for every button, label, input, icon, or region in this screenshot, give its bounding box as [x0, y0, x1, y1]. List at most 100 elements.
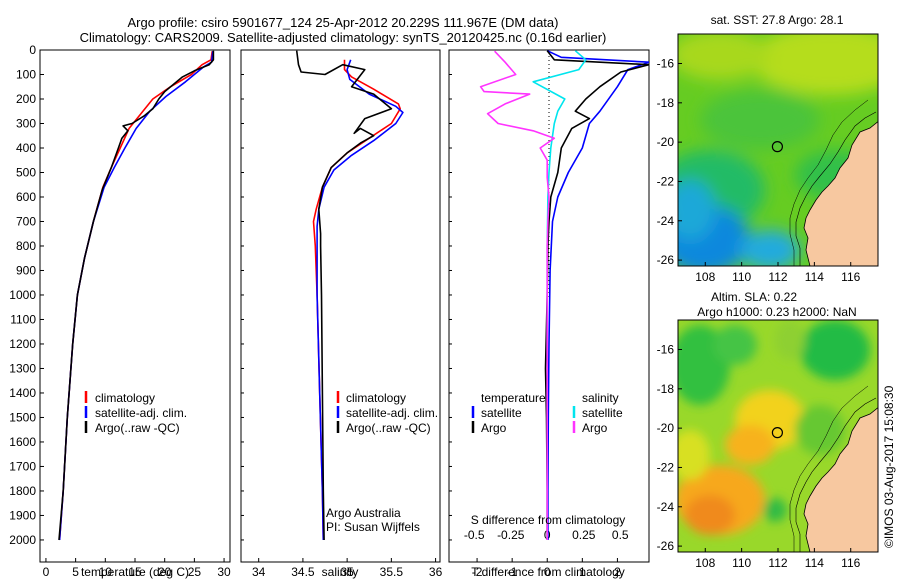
salinity-x-ticks: 34 34.5 35 35.5 36	[252, 558, 443, 579]
lat-tick-label: -26	[657, 253, 675, 267]
sla-mid-patch	[775, 320, 805, 360]
lat-tick-label: -18	[657, 382, 675, 396]
lat-tick-label: -24	[657, 500, 675, 514]
series-line-t-argo	[544, 50, 649, 540]
sla-argo-position-marker	[771, 427, 784, 439]
legend-label-climatology: climatology	[346, 391, 406, 405]
depth-tick-label: 1200	[9, 337, 36, 351]
sla-high-patch	[685, 495, 735, 535]
salinity-legend: climatology satellite-adj. clim. Argo(..…	[326, 391, 438, 534]
s-difference-x-ticks: -0.5 -0.25 0 0.25 0.5	[464, 528, 629, 542]
temperature-series	[58, 50, 215, 541]
temperature-axis-label: temperature (deg C)	[81, 565, 189, 579]
x-tick-label: 2	[614, 565, 621, 579]
depth-tick-label: 0	[29, 43, 36, 57]
temperature-legend: climatology satellite-adj. clim. Argo(..…	[84, 391, 187, 435]
depth-tick-label: 300	[16, 116, 36, 130]
sst-mid-patch	[700, 90, 820, 150]
sst-isobath	[789, 99, 869, 266]
depth-tick-label: 1600	[9, 435, 36, 449]
lat-tick-label: -16	[657, 342, 675, 356]
lon-tick-label: 108	[695, 556, 715, 570]
x-tick-label: 36	[429, 565, 443, 579]
sla-mid-patch	[795, 405, 845, 455]
x-tick-label: 15	[128, 565, 142, 579]
depth-tick-label: 1300	[9, 361, 36, 375]
sst-coastline	[803, 121, 878, 266]
depth-tick-label: 2000	[9, 533, 36, 547]
depth-tick-label: 900	[16, 263, 36, 277]
s-tick-label: -0.25	[497, 528, 525, 542]
sla-map-field	[678, 320, 878, 552]
s-tick-label: 0.5	[612, 528, 629, 542]
lat-tick-label: -22	[657, 174, 675, 188]
lat-tick-label: -24	[657, 214, 675, 228]
sla-isobath	[795, 397, 877, 552]
sla-land-australia	[804, 407, 878, 552]
lon-tick-label: 112	[768, 270, 787, 284]
legend-header-temperature: temperature	[481, 391, 546, 405]
depth-tick-label: 1900	[9, 508, 36, 522]
lon-tick-label: 110	[732, 270, 751, 284]
salinity-plot-frame	[240, 49, 441, 563]
legend-label-t-argo: Argo	[481, 421, 507, 435]
sla-coastline	[803, 407, 878, 552]
sla-high-patch	[725, 425, 775, 465]
x-tick-label: 5	[72, 565, 79, 579]
legend-label-satellite: satellite-adj. clim.	[95, 406, 187, 420]
legend-label-argo: Argo(..raw -QC)	[346, 421, 431, 435]
depth-tick-label: 800	[16, 239, 36, 253]
title-line-2: Climatology: CARS2009. Satellite-adjuste…	[80, 30, 607, 45]
depth-tick-label: 400	[16, 141, 36, 155]
s-tick-label: -0.5	[464, 528, 485, 542]
depth-tick-label: 500	[16, 165, 36, 179]
sst-isobath	[795, 111, 877, 266]
x-tick-label: 35	[340, 565, 354, 579]
series-line-argo-raw-qc-	[295, 50, 393, 541]
lon-tick-label: 110	[732, 556, 751, 570]
sla-low-patch	[763, 498, 787, 522]
legend-label-s-satellite: satellite	[582, 406, 623, 420]
sla-isobath	[789, 385, 869, 552]
depth-axis: 0 100 200 300 400 500 600 700 800 900 1000 1100 1200…	[9, 43, 452, 547]
lon-tick-label: 114	[805, 270, 824, 284]
series-line-s-argo	[479, 50, 556, 540]
imos-timestamp: ©IMOS 03-Aug-2017 15:08:30	[882, 385, 896, 548]
legend-label-t-satellite: satellite	[481, 406, 522, 420]
sla-map-ticks: 108 110 112 114 116 -16 -18 -20 -22 -24 -26	[657, 342, 861, 570]
sla-map-title-2: Argo h1000: 0.23 h2000: NaN	[697, 305, 856, 319]
lat-tick-label: -16	[657, 56, 675, 70]
sla-low-patch	[800, 320, 870, 380]
t-difference-x-ticks: -2 -1 0 1 2	[472, 558, 621, 579]
x-tick-label: -1	[507, 565, 518, 579]
depth-tick-label: 700	[16, 214, 36, 228]
lon-tick-label: 108	[695, 270, 715, 284]
legend-label-s-argo: Argo	[582, 421, 608, 435]
legend-label-satellite: satellite-adj. clim.	[346, 406, 438, 420]
difference-legend: temperature salinity satellite Argo sate…	[471, 391, 623, 435]
difference-plot-frame	[448, 49, 650, 563]
sst-land-australia	[804, 121, 878, 266]
title-line-1: Argo profile: csiro 5901677_124 25-Apr-2…	[128, 15, 559, 30]
sst-warm-patch	[750, 34, 878, 95]
s-tick-label: 0.25	[572, 528, 596, 542]
sst-argo-position-marker	[771, 141, 784, 153]
legend-label-climatology: climatology	[95, 391, 155, 405]
x-tick-label: 20	[158, 565, 172, 579]
x-tick-label: 10	[99, 565, 113, 579]
salinity-axis-label: salinity	[322, 565, 359, 579]
annotation-argo-australia: Argo Australia	[326, 506, 401, 520]
depth-tick-label: 100	[16, 67, 36, 81]
series-line-climatology	[58, 51, 213, 541]
x-tick-label: 34	[252, 565, 266, 579]
depth-tick-label: 1000	[9, 288, 36, 302]
salinity-series	[295, 50, 404, 541]
sla-low-patch	[713, 325, 757, 365]
x-tick-label: 30	[217, 565, 231, 579]
lat-tick-label: -26	[657, 539, 675, 553]
sla-map-title-1: Altim. SLA: 0.22	[711, 290, 797, 304]
temperature-plot-frame	[39, 49, 231, 563]
lat-tick-label: -18	[657, 96, 675, 110]
x-tick-label: -2	[472, 565, 483, 579]
lon-tick-label: 112	[768, 556, 787, 570]
